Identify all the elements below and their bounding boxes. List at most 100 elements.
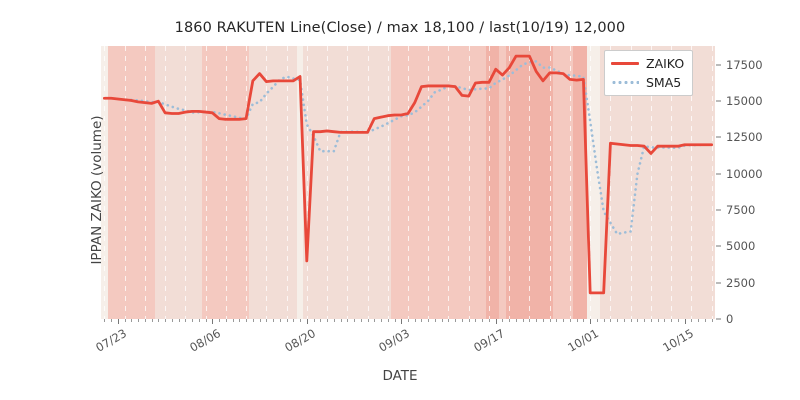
y-tick-mark bbox=[716, 318, 721, 320]
x-tick-mark-minor bbox=[596, 319, 598, 322]
x-tick-mark-minor bbox=[300, 319, 302, 322]
background-band bbox=[553, 46, 574, 319]
y-tick-mark bbox=[716, 64, 721, 66]
x-tick-mark-minor bbox=[313, 319, 315, 322]
x-tick-mark-minor bbox=[111, 319, 113, 322]
gridline bbox=[428, 46, 430, 319]
gridline bbox=[650, 46, 652, 319]
background-band bbox=[154, 46, 203, 319]
x-tick-label: 07/23 bbox=[93, 326, 129, 355]
x-tick-mark-minor bbox=[286, 319, 288, 322]
y-tick-label: 5000 bbox=[726, 239, 756, 254]
gridline bbox=[327, 46, 329, 319]
gridline bbox=[448, 46, 450, 319]
x-tick-mark-minor bbox=[637, 319, 639, 322]
gridline bbox=[408, 46, 409, 319]
gridline bbox=[691, 46, 693, 319]
legend-item-sma5[interactable]: SMA5 bbox=[611, 75, 684, 90]
x-tick-mark bbox=[495, 319, 497, 324]
y-tick-mark bbox=[716, 209, 721, 211]
gridline bbox=[488, 46, 490, 319]
gridline bbox=[367, 46, 369, 319]
background-band bbox=[107, 46, 155, 319]
x-tick-mark-minor bbox=[522, 319, 524, 322]
y-tick-mark bbox=[716, 100, 721, 102]
x-tick-mark-minor bbox=[542, 319, 544, 322]
gridline bbox=[711, 46, 713, 319]
x-tick-mark-minor bbox=[205, 319, 207, 322]
x-tick-mark-minor bbox=[488, 319, 490, 322]
x-tick-mark-minor bbox=[259, 319, 261, 322]
x-tick-mark-minor bbox=[360, 319, 362, 322]
x-tick-mark-minor bbox=[408, 319, 409, 322]
x-tick-mark-minor bbox=[320, 319, 322, 322]
x-tick-label: 08/06 bbox=[187, 326, 224, 355]
y-tick-label: 12500 bbox=[726, 130, 763, 145]
background-band bbox=[485, 46, 500, 319]
y-tick-mark bbox=[716, 173, 721, 175]
x-tick-mark bbox=[684, 319, 686, 324]
x-tick-mark-minor bbox=[131, 319, 133, 322]
x-tick-mark-minor bbox=[333, 319, 335, 322]
y-tick-mark bbox=[716, 282, 721, 284]
x-tick-mark-minor bbox=[327, 319, 329, 322]
x-tick-mark-minor bbox=[104, 319, 106, 322]
x-tick-mark-minor bbox=[569, 319, 571, 322]
legend-label-zaiko: ZAIKO bbox=[646, 56, 685, 71]
x-tick-mark-minor bbox=[374, 319, 376, 322]
x-tick-mark-minor bbox=[138, 319, 140, 322]
x-tick-mark-minor bbox=[192, 319, 194, 322]
gridline bbox=[529, 46, 531, 319]
x-tick-mark-minor bbox=[556, 319, 558, 322]
x-tick-mark-minor bbox=[347, 319, 349, 322]
x-tick-mark-minor bbox=[549, 319, 551, 322]
legend-label-sma5: SMA5 bbox=[646, 75, 682, 90]
x-tick-mark-minor bbox=[354, 319, 356, 322]
x-tick-mark-minor bbox=[630, 319, 632, 322]
x-tick-mark-minor bbox=[563, 319, 565, 322]
x-tick-mark-minor bbox=[441, 319, 443, 322]
gridline bbox=[246, 46, 248, 319]
x-tick-mark bbox=[117, 319, 119, 324]
x-tick-mark-minor bbox=[421, 319, 423, 322]
background-band bbox=[296, 46, 304, 319]
x-tick-mark-minor bbox=[461, 319, 463, 322]
gridline bbox=[509, 46, 511, 319]
gridline bbox=[630, 46, 632, 319]
x-tick-label: 10/15 bbox=[659, 326, 696, 355]
legend-swatch-zaiko bbox=[611, 59, 639, 69]
background-band bbox=[438, 46, 486, 319]
gridline bbox=[569, 46, 571, 319]
x-tick-mark-minor bbox=[671, 319, 673, 322]
x-tick-mark-minor bbox=[515, 319, 517, 322]
legend-item-zaiko[interactable]: ZAIKO bbox=[611, 56, 684, 71]
legend[interactable]: ZAIKO SMA5 bbox=[604, 50, 694, 96]
x-tick-mark-minor bbox=[650, 319, 652, 322]
gridline bbox=[590, 46, 592, 319]
y-tick-label: 7500 bbox=[726, 203, 756, 218]
x-tick-mark-minor bbox=[165, 319, 167, 322]
x-tick-mark-minor bbox=[698, 319, 700, 322]
gridline bbox=[347, 46, 349, 319]
x-tick-mark-minor bbox=[657, 319, 659, 322]
x-tick-mark bbox=[212, 319, 214, 324]
series-line-zaiko bbox=[102, 54, 714, 295]
gridline bbox=[468, 46, 470, 319]
x-tick-mark-minor bbox=[151, 319, 153, 322]
x-tick-mark-minor bbox=[704, 319, 706, 322]
x-tick-mark-minor bbox=[482, 319, 484, 322]
x-tick-mark-minor bbox=[644, 319, 646, 322]
gridline bbox=[671, 46, 673, 319]
x-tick-mark-minor bbox=[475, 319, 477, 322]
x-tick-mark-minor bbox=[468, 319, 470, 322]
x-tick-mark-minor bbox=[711, 319, 713, 322]
x-tick-mark-minor bbox=[252, 319, 254, 322]
x-tick-mark-minor bbox=[691, 319, 693, 322]
x-tick-mark-minor bbox=[509, 319, 511, 322]
x-tick-mark-minor bbox=[677, 319, 679, 322]
x-tick-mark-minor bbox=[293, 319, 295, 322]
x-tick-mark-minor bbox=[455, 319, 457, 322]
gridline bbox=[266, 46, 268, 319]
x-tick-mark-minor bbox=[428, 319, 430, 322]
